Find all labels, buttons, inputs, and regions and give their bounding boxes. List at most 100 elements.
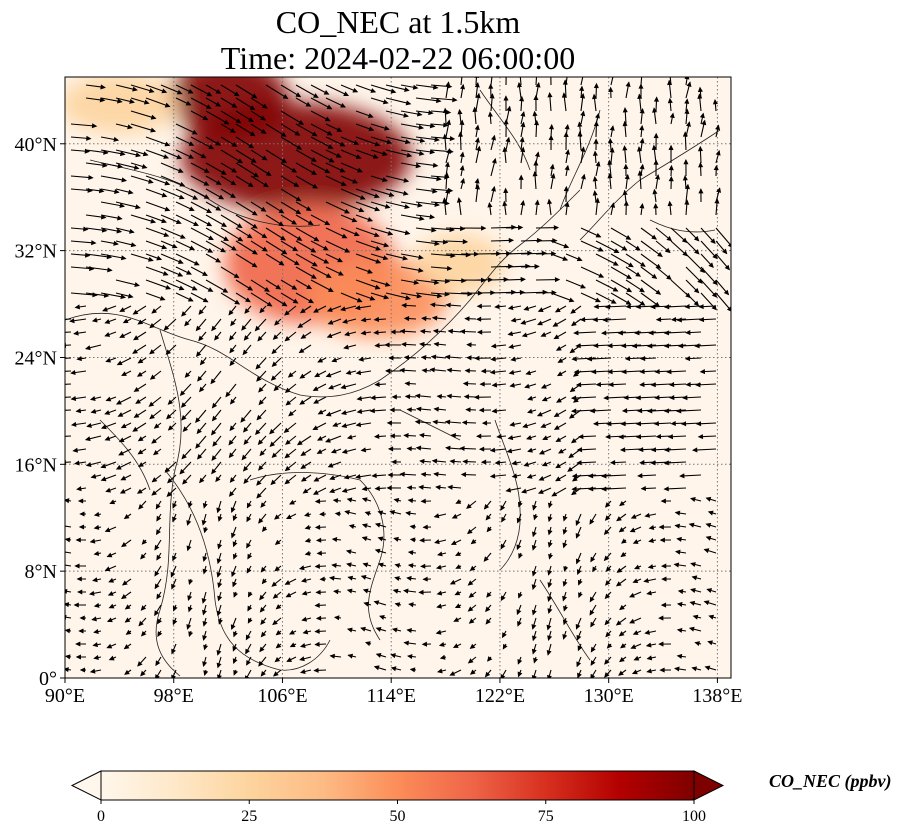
wind-arrowhead	[469, 643, 476, 650]
wind-arrowhead	[361, 523, 368, 529]
wind-arrowhead	[506, 448, 513, 454]
wind-arrowhead	[75, 408, 82, 414]
wind-arrowhead	[137, 449, 144, 455]
wind-arrowhead	[436, 98, 442, 104]
wind-arrowhead	[603, 529, 610, 536]
wind-arrowhead	[163, 325, 170, 331]
wind-arrowhead	[409, 667, 416, 673]
wind-arrowhead	[176, 89, 183, 95]
wind-arrowhead	[336, 127, 343, 132]
wind-arrow	[340, 188, 365, 200]
wind-arrowhead	[442, 197, 448, 203]
wind-arrowhead	[615, 581, 622, 587]
wind-arrowhead	[261, 526, 268, 532]
wind-arrowhead	[76, 356, 82, 362]
wind-arrowhead	[100, 214, 107, 220]
wind-arrowhead	[523, 305, 530, 311]
wind-arrowhead	[595, 232, 602, 238]
wind-arrowhead	[65, 523, 66, 526]
wind-arrowhead	[619, 604, 625, 611]
wind-arrow	[610, 253, 634, 268]
wind-arrowhead	[233, 631, 238, 638]
wind-arrowhead	[554, 307, 561, 313]
wind-arrowhead	[374, 381, 380, 387]
wind-arrowhead	[479, 381, 485, 387]
wind-arrowhead	[403, 640, 409, 646]
wind-arrowhead	[149, 349, 155, 355]
wind-arrowhead	[326, 130, 333, 136]
wind-arrowhead	[442, 239, 449, 245]
wind-arrowhead	[247, 553, 253, 560]
wind-arrowhead	[385, 368, 391, 374]
wind-arrowhead	[105, 487, 112, 493]
wind-arrowhead	[384, 203, 391, 209]
colorbar-tick-label: 50	[390, 808, 406, 825]
wind-arrowhead	[694, 343, 700, 349]
wind-arrowhead	[150, 114, 157, 120]
wind-arrowhead	[260, 670, 266, 677]
colorbar-label: CO_NEC (ppbv)	[769, 771, 892, 791]
wind-arrowhead	[143, 99, 150, 105]
wind-arrowhead	[245, 634, 251, 641]
wind-arrowhead	[314, 602, 320, 608]
wind-arrowhead	[288, 629, 295, 635]
wind-arrowhead	[554, 277, 561, 283]
wind-arrowhead	[532, 110, 538, 117]
wind-arrowhead	[558, 448, 564, 454]
wind-arrowhead	[501, 516, 506, 523]
wind-arrowhead	[651, 234, 657, 240]
wind-arrowhead	[446, 148, 452, 154]
wind-arrowhead	[153, 423, 160, 429]
wind-arrow	[310, 279, 334, 292]
wind-arrowhead	[582, 69, 585, 73]
wind-arrowhead	[326, 104, 333, 110]
wind-arrowhead	[635, 421, 642, 427]
wind-arrowhead	[211, 415, 218, 422]
wind-arrowhead	[664, 447, 670, 453]
wind-arrowhead	[518, 553, 523, 559]
wind-arrowhead	[444, 354, 451, 360]
wind-arrowhead	[230, 128, 236, 133]
y-tick-label: 0°	[39, 668, 57, 690]
co-plume	[307, 257, 448, 338]
wind-arrowhead	[562, 542, 568, 549]
wind-arrowhead	[193, 221, 199, 226]
wind-arrowhead	[658, 615, 664, 621]
wind-arrowhead	[74, 304, 81, 310]
wind-arrowhead	[517, 81, 523, 88]
wind-arrowhead	[208, 144, 215, 150]
wind-arrowhead	[117, 98, 123, 104]
wind-arrowhead	[578, 434, 584, 440]
wind-arrowhead	[407, 550, 414, 556]
wind-arrowhead	[100, 424, 107, 430]
wind-arrowhead	[202, 620, 208, 627]
wind-arrowhead	[229, 425, 235, 432]
wind-arrowhead	[262, 246, 268, 252]
wind-arrowhead	[329, 475, 336, 480]
wind-arrowhead	[278, 208, 285, 214]
wind-arrowhead	[284, 453, 291, 459]
y-tick-label: 40°N	[15, 134, 57, 156]
wind-arrowhead	[132, 348, 138, 354]
wind-arrowhead	[517, 592, 523, 599]
wind-arrowhead	[679, 473, 685, 479]
wind-arrowhead	[119, 151, 126, 157]
wind-arrowhead	[379, 614, 385, 620]
wind-arrowhead	[652, 188, 658, 195]
wind-arrowhead	[373, 433, 380, 439]
wind-arrowhead	[206, 221, 213, 227]
wind-arrowhead	[466, 528, 473, 535]
x-tick-label: 114°E	[366, 685, 415, 707]
wind-arrowhead	[644, 512, 651, 518]
wind-vectors	[56, 69, 731, 678]
wind-arrowhead	[404, 204, 410, 210]
wind-arrowhead	[632, 539, 639, 544]
wind-arrowhead	[352, 178, 359, 184]
wind-arrowhead	[663, 460, 669, 466]
wind-arrowhead	[178, 285, 185, 291]
wind-arrowhead	[74, 563, 80, 569]
wind-arrowhead	[246, 567, 252, 574]
wind-arrowhead	[56, 331, 60, 334]
wind-arrowhead	[254, 325, 261, 332]
wind-arrowhead	[242, 426, 249, 433]
